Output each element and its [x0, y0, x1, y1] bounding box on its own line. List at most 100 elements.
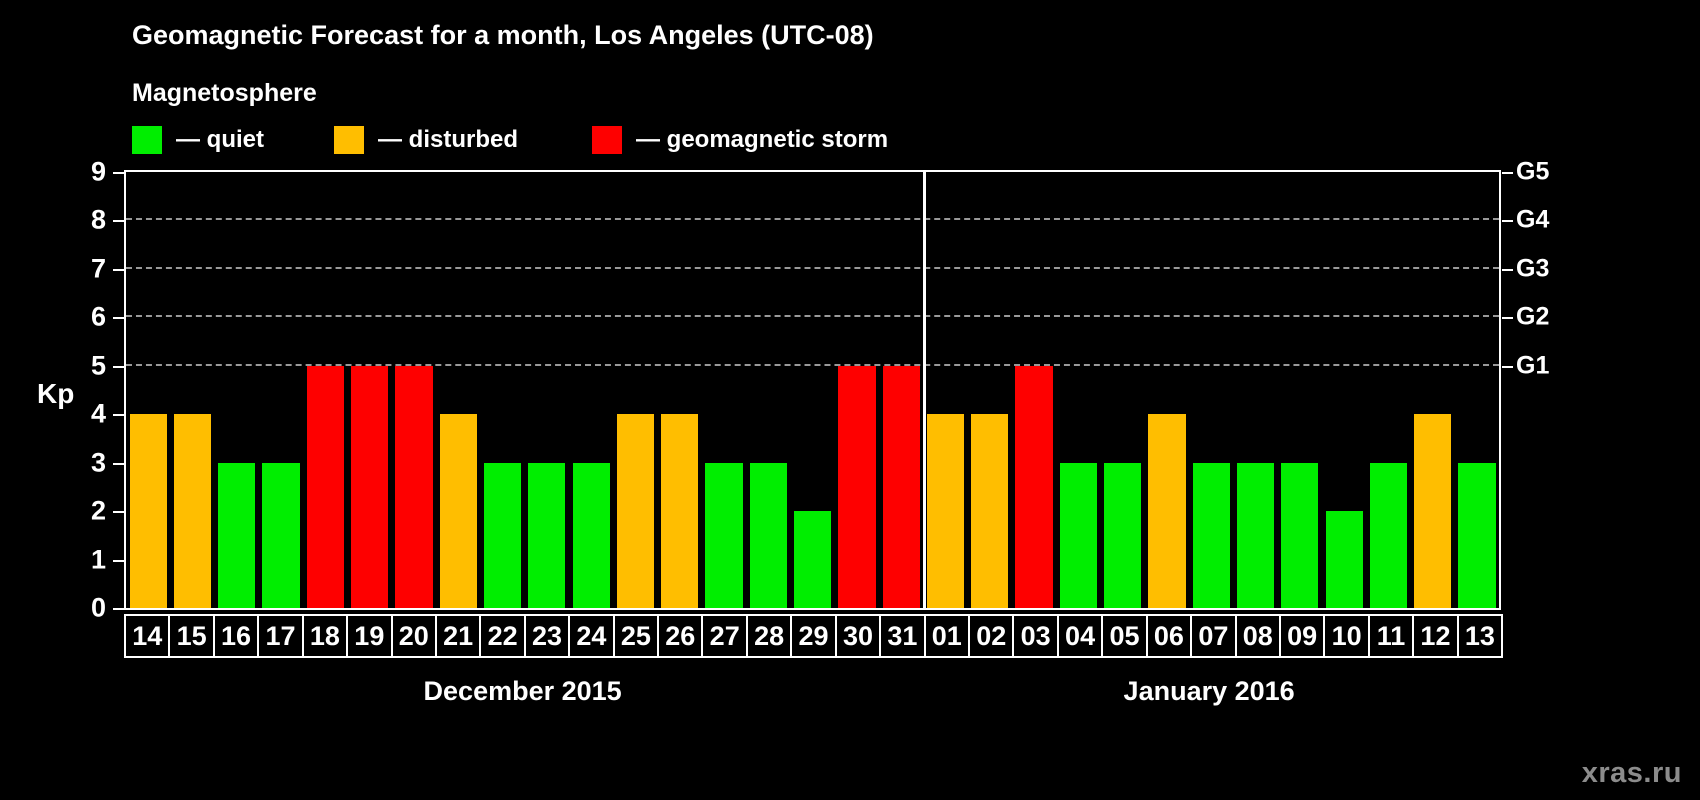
x-axis-day-labels: 14 15 16 17 18 19 20 21 22 23 24 25 26 27 28 29 30 31 01 02…	[124, 614, 1504, 658]
day-label-19[interactable]: 19	[346, 614, 393, 658]
bar	[749, 462, 787, 608]
bar	[1325, 511, 1363, 608]
day-label-03[interactable]: 03	[1012, 614, 1059, 658]
bar	[1369, 462, 1408, 608]
day-label-10[interactable]: 10	[1323, 614, 1370, 658]
bar-cell	[923, 172, 967, 608]
legend-item-0: — quiet	[132, 125, 264, 155]
y-tick-label-1: 1	[90, 544, 106, 575]
gridline-kp-8	[126, 218, 1499, 221]
day-label-02[interactable]: 02	[968, 614, 1015, 658]
page-title: Geomagnetic Forecast for a month, Los An…	[132, 20, 874, 50]
y-tick-mark-7	[113, 268, 124, 271]
bar-cell	[1322, 172, 1366, 608]
subtitle-magnetosphere: Magnetosphere	[132, 79, 317, 107]
day-label-01[interactable]: 01	[923, 614, 971, 658]
bar	[838, 365, 876, 608]
bar-cell	[170, 172, 214, 608]
bar	[971, 414, 1009, 608]
g-tick-label-G2: G2	[1516, 302, 1550, 331]
day-label-15[interactable]: 15	[168, 614, 215, 658]
day-label-06[interactable]: 06	[1145, 614, 1193, 658]
legend-label: — quiet	[176, 126, 264, 153]
bar-cell	[1056, 172, 1100, 608]
day-label-28[interactable]: 28	[745, 614, 793, 658]
g-tick-label-G1: G1	[1516, 351, 1550, 380]
bar	[1192, 462, 1230, 608]
day-label-16[interactable]: 16	[212, 614, 260, 658]
bar-cell	[1278, 172, 1322, 608]
gridline-kp-5	[126, 363, 1499, 366]
month-divider	[923, 172, 927, 608]
day-label-08[interactable]: 08	[1234, 614, 1281, 658]
day-label-18[interactable]: 18	[301, 614, 349, 658]
bar-cell	[835, 172, 879, 608]
day-label-30[interactable]: 30	[834, 614, 882, 658]
bar-cell	[525, 172, 569, 608]
day-label-22[interactable]: 22	[479, 614, 526, 658]
day-label-11[interactable]: 11	[1367, 614, 1415, 658]
bar-cell	[347, 172, 391, 608]
y-tick-mark-1	[113, 559, 124, 562]
gridline-kp-6	[126, 315, 1499, 318]
bar	[173, 414, 212, 608]
storm-scale-row-1: G1 — minor storm	[1228, 8, 1700, 37]
day-label-14[interactable]: 14	[124, 614, 171, 658]
bar-cell	[1012, 172, 1056, 608]
bar-cell	[968, 172, 1012, 608]
y-axis-label: Kp	[37, 378, 75, 409]
bar-cell	[1411, 172, 1455, 608]
day-label-13[interactable]: 13	[1456, 614, 1504, 658]
y-tick-label-0: 0	[90, 592, 106, 623]
day-label-31[interactable]: 31	[879, 614, 926, 658]
day-label-12[interactable]: 12	[1412, 614, 1459, 658]
bar	[794, 511, 832, 608]
bar	[1414, 414, 1452, 608]
bar-cell	[126, 172, 170, 608]
y-tick-label-5: 5	[90, 350, 106, 381]
bar	[262, 462, 300, 608]
bar	[306, 365, 344, 608]
y-tick-mark-0	[113, 608, 124, 610]
bar-series	[126, 172, 1499, 608]
g-tick-mark-G2	[1502, 317, 1513, 320]
day-label-27[interactable]: 27	[701, 614, 748, 658]
y-tick-label-7: 7	[90, 253, 106, 284]
day-label-17[interactable]: 17	[257, 614, 304, 658]
gridline-kp-7	[126, 266, 1499, 269]
g-tick-mark-G3	[1502, 268, 1513, 271]
y-tick-label-8: 8	[90, 204, 106, 235]
day-label-23[interactable]: 23	[523, 614, 571, 658]
bar	[1236, 462, 1275, 608]
day-label-20[interactable]: 20	[390, 614, 437, 658]
day-label-09[interactable]: 09	[1278, 614, 1326, 658]
y-tick-mark-5	[113, 365, 124, 368]
bar	[616, 414, 655, 608]
day-label-29[interactable]: 29	[790, 614, 837, 658]
bar-cell	[1101, 172, 1145, 608]
bar	[439, 414, 477, 608]
day-label-21[interactable]: 21	[434, 614, 482, 658]
g-tick-mark-G5	[1502, 172, 1513, 174]
bar-cell	[259, 172, 303, 608]
storm-scale-row-5: G5 — extreme storm	[1228, 124, 1700, 153]
day-label-04[interactable]: 04	[1056, 614, 1104, 658]
bar	[218, 462, 256, 608]
day-label-24[interactable]: 24	[568, 614, 615, 658]
g-tick-mark-G4	[1502, 220, 1513, 223]
legend-swatch-icon	[592, 126, 622, 154]
bar-cell	[746, 172, 790, 608]
y-tick-mark-9	[113, 172, 124, 174]
legend-swatch-icon	[334, 126, 364, 154]
bar-cell	[436, 172, 480, 608]
y-tick-label-2: 2	[90, 495, 106, 526]
month-caption-1: January 2016	[1123, 676, 1295, 706]
bar	[705, 462, 743, 608]
g-tick-label-G3: G3	[1516, 254, 1550, 283]
day-label-26[interactable]: 26	[657, 614, 704, 658]
day-label-07[interactable]: 07	[1190, 614, 1237, 658]
day-label-05[interactable]: 05	[1101, 614, 1148, 658]
month-caption-0: December 2015	[423, 676, 622, 706]
y-tick-label-4: 4	[90, 398, 106, 429]
day-label-25[interactable]: 25	[612, 614, 660, 658]
